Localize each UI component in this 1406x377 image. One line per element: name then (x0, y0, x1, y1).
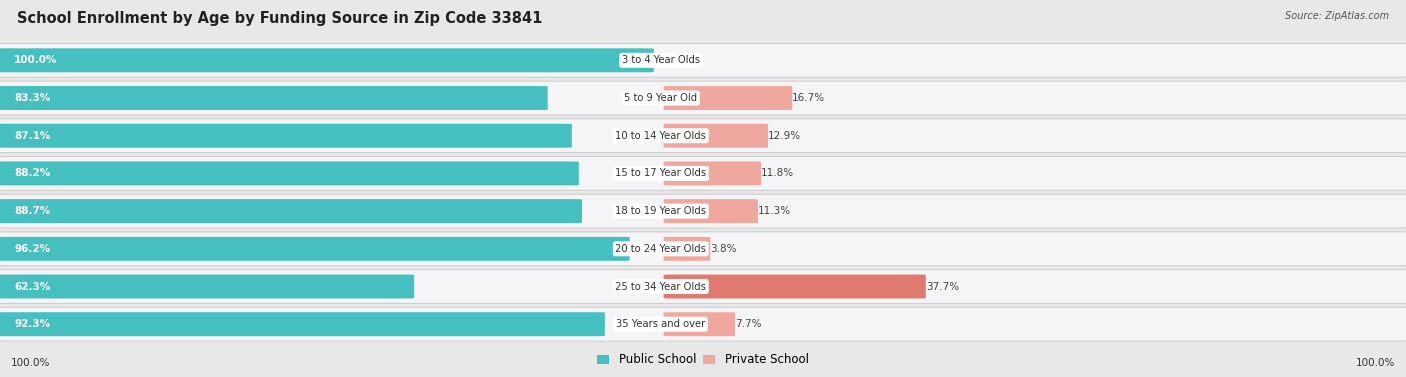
Text: 3.8%: 3.8% (710, 244, 737, 254)
FancyBboxPatch shape (0, 81, 1406, 115)
Text: 100.0%: 100.0% (14, 55, 58, 65)
Text: 10 to 14 Year Olds: 10 to 14 Year Olds (616, 131, 706, 141)
Text: 25 to 34 Year Olds: 25 to 34 Year Olds (616, 282, 706, 291)
FancyBboxPatch shape (0, 232, 1406, 266)
FancyBboxPatch shape (0, 124, 572, 148)
Text: 16.7%: 16.7% (792, 93, 825, 103)
Text: 20 to 24 Year Olds: 20 to 24 Year Olds (616, 244, 706, 254)
Text: 62.3%: 62.3% (14, 282, 51, 291)
Text: 88.7%: 88.7% (14, 206, 51, 216)
FancyBboxPatch shape (0, 43, 1406, 77)
FancyBboxPatch shape (0, 274, 415, 299)
FancyBboxPatch shape (0, 161, 579, 185)
FancyBboxPatch shape (0, 199, 582, 223)
Text: 18 to 19 Year Olds: 18 to 19 Year Olds (616, 206, 706, 216)
FancyBboxPatch shape (0, 119, 1406, 153)
Text: 11.3%: 11.3% (758, 206, 792, 216)
Text: 37.7%: 37.7% (925, 282, 959, 291)
FancyBboxPatch shape (0, 237, 630, 261)
FancyBboxPatch shape (0, 312, 605, 336)
Text: 5 to 9 Year Old: 5 to 9 Year Old (624, 93, 697, 103)
FancyBboxPatch shape (664, 161, 761, 185)
FancyBboxPatch shape (0, 156, 1406, 190)
Text: 11.8%: 11.8% (761, 169, 794, 178)
Text: 87.1%: 87.1% (14, 131, 51, 141)
Text: Source: ZipAtlas.com: Source: ZipAtlas.com (1285, 11, 1389, 21)
Text: 100.0%: 100.0% (1355, 357, 1395, 368)
Text: 88.2%: 88.2% (14, 169, 51, 178)
Text: 12.9%: 12.9% (768, 131, 801, 141)
FancyBboxPatch shape (0, 307, 1406, 341)
Legend: Public School, Private School: Public School, Private School (593, 349, 813, 371)
Text: School Enrollment by Age by Funding Source in Zip Code 33841: School Enrollment by Age by Funding Sour… (17, 11, 543, 26)
FancyBboxPatch shape (664, 237, 710, 261)
FancyBboxPatch shape (0, 270, 1406, 303)
Text: 7.7%: 7.7% (735, 319, 762, 329)
FancyBboxPatch shape (0, 86, 548, 110)
Text: 35 Years and over: 35 Years and over (616, 319, 706, 329)
FancyBboxPatch shape (664, 274, 925, 299)
Text: 83.3%: 83.3% (14, 93, 51, 103)
Text: 15 to 17 Year Olds: 15 to 17 Year Olds (616, 169, 706, 178)
Text: 92.3%: 92.3% (14, 319, 51, 329)
FancyBboxPatch shape (664, 199, 758, 223)
FancyBboxPatch shape (664, 312, 735, 336)
Text: 100.0%: 100.0% (11, 357, 51, 368)
FancyBboxPatch shape (664, 86, 792, 110)
Text: 3 to 4 Year Olds: 3 to 4 Year Olds (621, 55, 700, 65)
Text: 96.2%: 96.2% (14, 244, 51, 254)
FancyBboxPatch shape (0, 48, 654, 72)
FancyBboxPatch shape (0, 194, 1406, 228)
FancyBboxPatch shape (664, 124, 768, 148)
